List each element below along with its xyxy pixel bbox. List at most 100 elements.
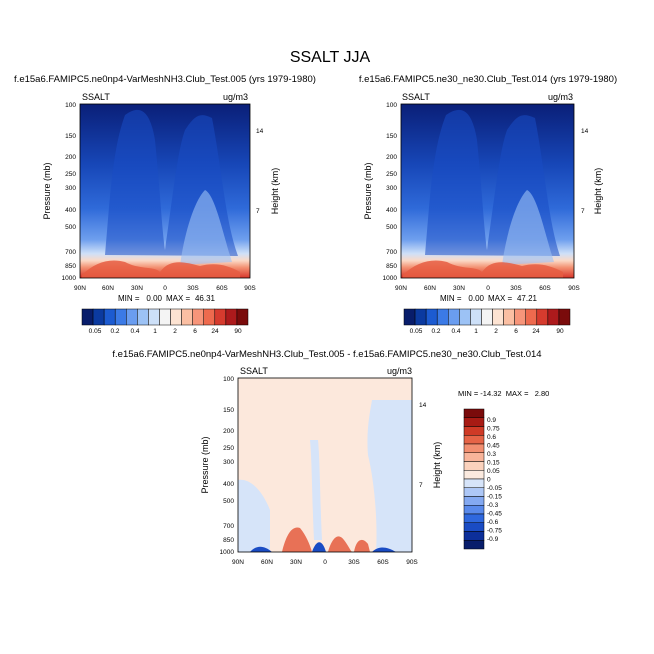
- panel-2-colorbar-swatch-13: [536, 308, 549, 326]
- panel-3-xtick-90s: 90S: [406, 559, 418, 566]
- panel-3-plot-frame: [237, 377, 413, 553]
- panel-3-cbar-label-2: 0.75: [487, 426, 500, 433]
- panel-1-colorbar-swatch-1: [81, 308, 94, 326]
- panel-1-cbar-label-1: 0.05: [89, 328, 102, 335]
- panel-1-colorbar-swatch-12: [203, 308, 216, 326]
- panel-3-variable: SSALT: [240, 366, 268, 376]
- panel-2-colorbar-swatch-8: [481, 308, 493, 326]
- panel-3-ytick-1000: 1000: [220, 549, 235, 556]
- panel-1-colorbar-swatch-6: [137, 308, 149, 326]
- panel-3-ytick-right-7: 7: [419, 482, 423, 489]
- panel-3-colorbar-swatch-10: [463, 487, 485, 497]
- panel-3-contour-blue: [250, 542, 396, 552]
- panel-1-ytick-700: 700: [65, 249, 76, 256]
- panel-1-xtick-0: 0: [163, 285, 167, 292]
- panel-2-colorbar-swatch-7: [470, 308, 482, 326]
- panel-2-xtick-60s: 60S: [539, 285, 551, 292]
- panel-3-ytick-400: 400: [223, 481, 234, 488]
- panel-2-ytick-right-14: 14: [581, 128, 589, 135]
- panel-2-ytick-200: 200: [386, 154, 397, 161]
- panel-1-cbar-label-4: 1: [153, 328, 157, 335]
- panel-2-min-value: 0.00: [468, 294, 484, 303]
- panel-2-ytick-500: 500: [386, 224, 397, 231]
- panel-3-colorbar-swatch-4: [463, 435, 485, 445]
- panel-2-min-label: MIN =: [440, 294, 462, 303]
- panel-2-cbar-label-4: 1: [474, 328, 478, 335]
- panel-2-ylabel-right: Height (km): [593, 168, 603, 215]
- panel-2-colorbar-swatch-6: [459, 308, 471, 326]
- panel-3-xtick-90n: 90N: [232, 559, 244, 566]
- panel-3-colorbar-swatch-9: [463, 478, 485, 488]
- panel-3-colorbar-swatch-3: [463, 426, 485, 436]
- panel-1-xtick-90s: 90S: [244, 285, 256, 292]
- panel-2-ytick-300: 300: [386, 185, 397, 192]
- panel-3-cbar-label-13: -0.6: [487, 519, 499, 526]
- panel-1-colorbar-swatch-15: [236, 308, 249, 326]
- panel-2-colorbar-swatch-2: [414, 308, 427, 326]
- panel-3-ytick-700: 700: [223, 523, 234, 530]
- panel-2-contour-red: [403, 260, 563, 278]
- panel-3-units: ug/m3: [387, 366, 412, 376]
- panel-2-xtick-90s: 90S: [568, 285, 580, 292]
- panel-1-colorbar-swatch-13: [214, 308, 227, 326]
- panel-2-cbar-label-3: 0.4: [451, 328, 460, 335]
- panel-1-xtick-60s: 60S: [216, 285, 228, 292]
- panel-2-colorbar-swatch-14: [547, 308, 560, 326]
- panel-2-contour-light: [502, 190, 554, 265]
- panel-3-colorbar-swatch-1: [463, 408, 485, 418]
- panel-3-ytick-500: 500: [223, 498, 234, 505]
- panel-1-xtick-30n: 30N: [131, 285, 143, 292]
- panel-1-ylabel: Pressure (mb): [42, 162, 52, 219]
- panel-1-min-value: 0.00: [146, 294, 162, 303]
- panel-3-colorbar-swatch-6: [463, 452, 485, 462]
- panel-3-cbar-label-8: 0: [487, 477, 491, 484]
- panel-1-max-label: MAX =: [166, 294, 191, 303]
- figure-title: SSALT JJA: [290, 49, 371, 66]
- panel-3-contour-neg-tropics: [310, 440, 322, 540]
- panel-2-colorbar-swatch-15: [558, 308, 571, 326]
- panel-3-colorbar-swatch-13: [463, 513, 485, 523]
- panel-1-ytick-right-14: 14: [256, 128, 264, 135]
- panel-1-cbar-label-7: 24: [211, 328, 219, 335]
- panel-3-title: f.e15a6.FAMIPC5.ne0np4-VarMeshNH3.Club_T…: [112, 349, 541, 360]
- panel-1-variable: SSALT: [82, 92, 110, 102]
- panel-3-xtick-0: 0: [323, 559, 327, 566]
- panel-3-cbar-label-15: -0.9: [487, 536, 499, 543]
- panel-3-cbar-label-6: 0.15: [487, 460, 500, 467]
- panel-1-contour-light: [180, 190, 232, 265]
- panel-2-cbar-label-6: 6: [514, 328, 518, 335]
- panel-2-colorbar: [403, 308, 571, 326]
- panel-2-max-label: MAX =: [488, 294, 513, 303]
- panel-3: f.e15a6.FAMIPC5.ne0np4-VarMeshNH3.Club_T…: [112, 349, 549, 566]
- panel-1-cbar-label-2: 0.2: [110, 328, 119, 335]
- panel-3-ytick-100: 100: [223, 376, 234, 383]
- panel-3-colorbar-swatch-16: [463, 540, 485, 550]
- panel-1-title: f.e15a6.FAMIPC5.ne0np4-VarMeshNH3.Club_T…: [14, 74, 316, 85]
- panel-2-colorbar-swatch-10: [503, 308, 515, 326]
- panel-2-cbar-label-2: 0.2: [431, 328, 440, 335]
- panel-2: f.e15a6.FAMIPC5.ne30_ne30.Club_Test.014 …: [359, 74, 617, 335]
- panel-1-colorbar-swatch-7: [148, 308, 160, 326]
- panel-1-cbar-label-8: 90: [234, 328, 242, 335]
- panel-2-xtick-0: 0: [486, 285, 490, 292]
- panel-2-ytick-1000: 1000: [383, 275, 398, 282]
- panel-1-colorbar: [81, 308, 249, 326]
- panel-3-colorbar: [463, 408, 485, 550]
- panel-1-colorbar-swatch-14: [225, 308, 238, 326]
- panel-3-xtick-30n: 30N: [290, 559, 302, 566]
- panel-2-cbar-label-5: 2: [494, 328, 498, 335]
- panel-1-max-value: 46.31: [195, 294, 216, 303]
- panel-3-colorbar-swatch-7: [463, 461, 485, 471]
- panel-2-ytick-400: 400: [386, 207, 397, 214]
- panel-2-colorbar-swatch-5: [448, 308, 460, 326]
- panel-1-colorbar-swatch-9: [170, 308, 182, 326]
- panel-2-xtick-30s: 30S: [510, 285, 522, 292]
- panel-3-ytick-850: 850: [223, 537, 234, 544]
- panel-3-cbar-label-7: 0.05: [487, 468, 500, 475]
- panel-3-contour-neg-left: [238, 479, 270, 552]
- panel-2-colorbar-swatch-3: [425, 308, 438, 326]
- panel-2-colorbar-swatch-1: [403, 308, 416, 326]
- panel-3-ytick-250: 250: [223, 445, 234, 452]
- panel-2-units: ug/m3: [548, 92, 573, 102]
